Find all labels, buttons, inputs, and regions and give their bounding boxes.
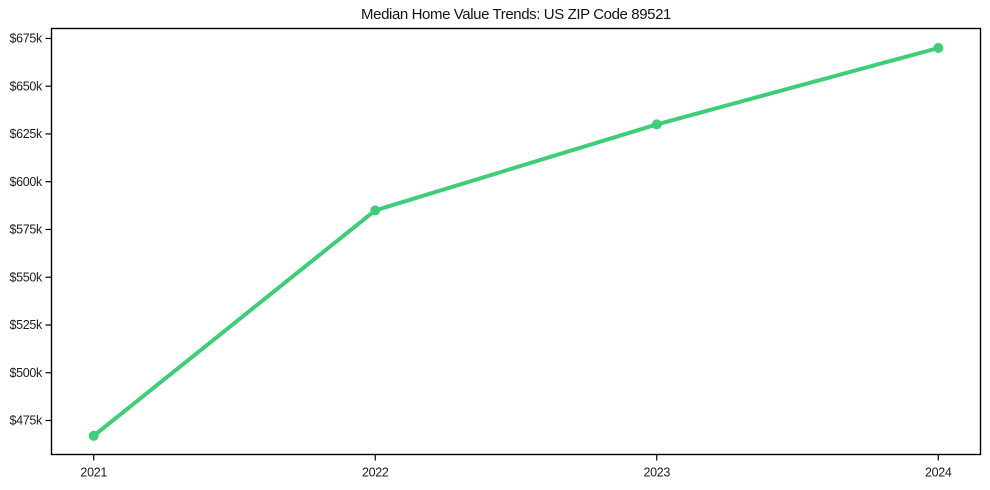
y-tick-label: $525k — [9, 318, 43, 332]
y-tick-label: $650k — [9, 79, 43, 93]
y-tick-label: $575k — [9, 223, 43, 237]
x-tick-label: 2022 — [362, 466, 389, 480]
y-tick-label: $550k — [9, 270, 43, 284]
x-tick-label: 2021 — [80, 466, 107, 480]
x-tick-label: 2024 — [925, 466, 952, 480]
data-point-marker — [933, 43, 944, 53]
y-tick-label: $625k — [9, 127, 43, 141]
y-tick-label: $600k — [9, 175, 43, 189]
trend-line — [91, 46, 941, 438]
data-point-marker — [651, 119, 662, 130]
chart-title: Median Home Value Trends: US ZIP Code 89… — [361, 6, 671, 23]
x-tick-label: 2023 — [643, 466, 670, 480]
y-tick-label: $675k — [9, 32, 43, 46]
plot-border — [50, 27, 982, 456]
data-point-marker — [88, 430, 99, 441]
data-point-marker — [370, 205, 381, 216]
y-tick-label: $500k — [9, 366, 43, 380]
y-tick-label: $475k — [9, 414, 43, 428]
